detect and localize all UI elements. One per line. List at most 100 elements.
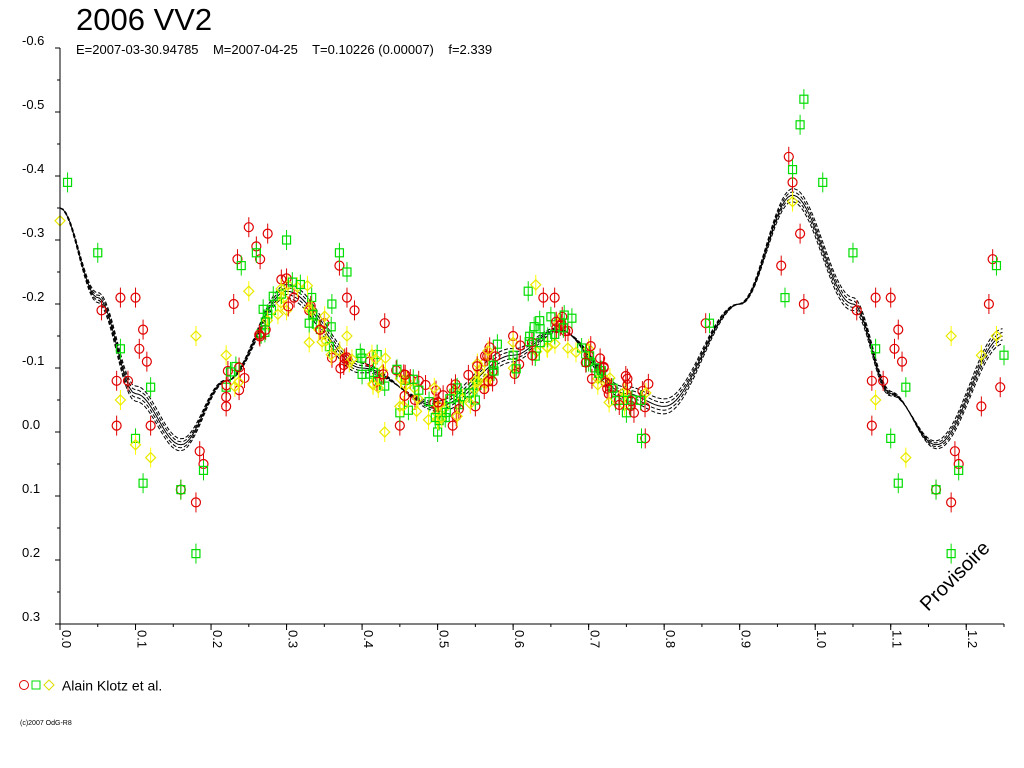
data-point-circle [341, 352, 352, 363]
data-point-square [543, 332, 553, 342]
y-tick-label: -0.6 [22, 33, 44, 48]
data-point-diamond [341, 330, 353, 342]
data-point-circle [335, 363, 346, 374]
x-tick-label: 0.8 [663, 630, 678, 648]
data-point-diamond [378, 426, 391, 438]
data-point-circle [122, 375, 134, 386]
data-point-square [251, 248, 261, 258]
data-point-circle [946, 497, 957, 508]
data-point-square [176, 485, 186, 495]
data-point-circle [889, 343, 900, 354]
data-point-circle [314, 324, 326, 335]
data-point-circle [283, 301, 294, 312]
data-point-diamond [428, 381, 441, 394]
data-point-square [567, 313, 577, 323]
data-point-circle [243, 222, 254, 233]
data-point-diamond [591, 378, 604, 391]
data-point-diamond [899, 451, 912, 464]
data-point-diamond [343, 356, 356, 369]
data-point-square [799, 94, 809, 104]
data-point-square [372, 349, 382, 360]
data-point-diamond [369, 353, 382, 365]
data-point-square [886, 433, 896, 443]
data-point-square [355, 348, 365, 359]
data-point-circle [551, 316, 562, 327]
data-point-circle [262, 228, 273, 239]
data-point-circle [130, 292, 141, 303]
data-point-circle [602, 383, 613, 394]
data-point-circle [141, 356, 152, 367]
data-point-circle [776, 260, 787, 271]
x-tick-label: 0.6 [512, 630, 527, 648]
data-point-square [608, 383, 618, 393]
data-point-square [848, 248, 858, 258]
data-point-diamond [318, 310, 331, 323]
x-tick-label: 1.2 [965, 630, 980, 648]
data-point-circle [420, 379, 431, 391]
y-tick-label: -0.4 [22, 161, 44, 176]
data-point-square [704, 318, 715, 328]
data-point-square [236, 261, 246, 271]
data-point-circle [549, 292, 560, 303]
data-point-square [445, 394, 455, 404]
data-point-circle [643, 378, 654, 389]
data-point-circle [976, 401, 987, 412]
data-point-circle [866, 420, 877, 431]
x-tick-label: 0.1 [135, 630, 150, 648]
axes: -0.6 -0.5 -0.4 -0.3 -0.2 -0.1 0.0 0.1 0.2 0.3 0.0 0… [22, 33, 1005, 648]
data-point-circle [896, 356, 908, 367]
data-point-square [260, 317, 270, 327]
data-point-square [523, 286, 533, 296]
data-point-circle [400, 369, 411, 380]
data-point-circle [254, 331, 265, 342]
data-point-diamond [869, 394, 882, 406]
data-point-square [488, 360, 498, 370]
data-point-square [440, 412, 450, 423]
data-point-circle [482, 351, 493, 362]
data-point-square [408, 374, 418, 384]
data-point-square [424, 397, 434, 407]
fit-curve-line [59, 198, 1003, 449]
data-point-diamond [451, 410, 463, 423]
data-point-square [334, 248, 345, 258]
data-point-diamond [144, 451, 157, 464]
data-point-square [529, 322, 539, 332]
data-point-circle [115, 292, 126, 303]
data-point-square [454, 400, 465, 410]
data-point-diamond [464, 397, 477, 410]
data-point-square [511, 364, 521, 374]
x-tick-label: 0.3 [286, 630, 301, 648]
x-tick-label: 0.5 [437, 630, 452, 648]
data-point-circle [538, 292, 549, 303]
data-point-square [489, 366, 499, 376]
fit-curve-line [59, 188, 1003, 442]
data-point-diamond [220, 349, 232, 362]
data-point-square [535, 324, 545, 334]
data-point-square [946, 548, 956, 559]
y-tick-label: -0.5 [22, 97, 44, 112]
legend-label: Alain Klotz et al. [61, 677, 163, 694]
data-point-diamond [346, 353, 358, 366]
data-point-diamond [473, 364, 486, 377]
y-tick-label: 0.3 [22, 609, 40, 624]
data-point-circle [878, 375, 889, 386]
data-point-square [636, 395, 646, 405]
data-point-diamond [320, 335, 332, 347]
data-point-diamond [945, 330, 957, 342]
data-point-square [62, 177, 73, 187]
data-point-circle [598, 361, 609, 372]
data-point-square [326, 322, 336, 332]
data-point-diamond [333, 345, 346, 358]
credit-text: (c)2007 OdG-R8 [20, 720, 72, 727]
data-point-diamond [410, 405, 423, 418]
data-point-square [795, 120, 805, 130]
data-point-square [138, 478, 148, 488]
data-point-circle [527, 350, 538, 361]
data-point-circle [637, 385, 648, 397]
data-point-square [818, 177, 828, 187]
data-point-circle [622, 373, 633, 384]
data-point-square [441, 407, 451, 418]
data-point-circle [479, 383, 490, 395]
data-point-square [999, 350, 1009, 360]
